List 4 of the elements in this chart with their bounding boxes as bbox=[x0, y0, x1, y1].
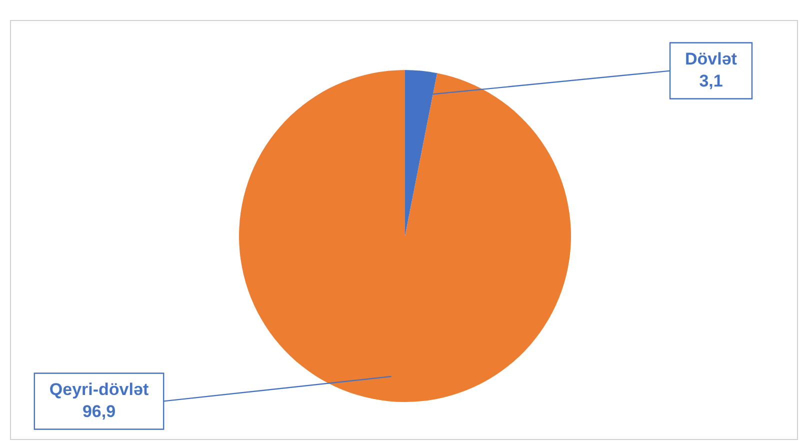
data-label: 96,9 bbox=[82, 402, 116, 421]
slice-label: Qeyri-dövlət bbox=[49, 380, 149, 399]
slice-label: Dövlət bbox=[685, 49, 738, 68]
data-label: 3,1 bbox=[699, 71, 723, 90]
